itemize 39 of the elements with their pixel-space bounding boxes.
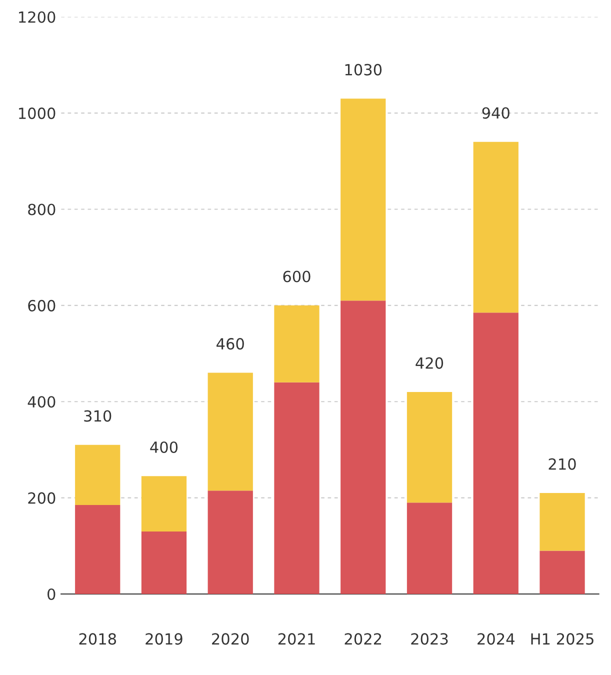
annotation: 1030 (345, 64, 382, 76)
x-tick-label: 2020 (212, 633, 249, 645)
bar (340, 300, 386, 594)
bar (141, 531, 187, 594)
bar (540, 550, 585, 594)
bar (75, 505, 120, 594)
bar (473, 312, 518, 594)
annotation: 940 (482, 107, 510, 119)
bar (208, 490, 253, 594)
annotation: 460 (216, 338, 244, 350)
y-tick-label: 1000 (19, 108, 56, 120)
annotation: 310 (84, 410, 112, 422)
x-tick-label: 2022 (344, 633, 382, 645)
x-tick-label: 2023 (411, 633, 448, 645)
y-tick-label: 400 (28, 396, 56, 408)
bar (406, 502, 452, 594)
bar (406, 392, 452, 503)
x-tick-label: 2018 (79, 633, 116, 645)
bar (340, 98, 386, 301)
y-tick-label: 200 (28, 492, 56, 504)
y-tick-label: 600 (28, 300, 56, 312)
bar (208, 372, 253, 491)
annotation: 600 (283, 270, 310, 282)
y-tick-label: 800 (28, 204, 56, 216)
annotation: 210 (548, 458, 576, 470)
annotation: 420 (416, 357, 444, 369)
x-tick-label: 2024 (478, 633, 514, 645)
annotation: 400 (150, 441, 178, 454)
bar (473, 142, 518, 313)
y-tick-label: 1200 (19, 11, 56, 23)
x-tick-label: 2019 (146, 633, 182, 645)
x-tick-label: H1 2025 (531, 633, 594, 645)
x-tick-label: 2021 (278, 633, 315, 645)
y-tick-label: 0 (48, 588, 56, 600)
bar (75, 444, 120, 506)
bar (540, 493, 585, 551)
bar (141, 476, 187, 532)
bar (274, 382, 320, 594)
bar (274, 305, 320, 382)
